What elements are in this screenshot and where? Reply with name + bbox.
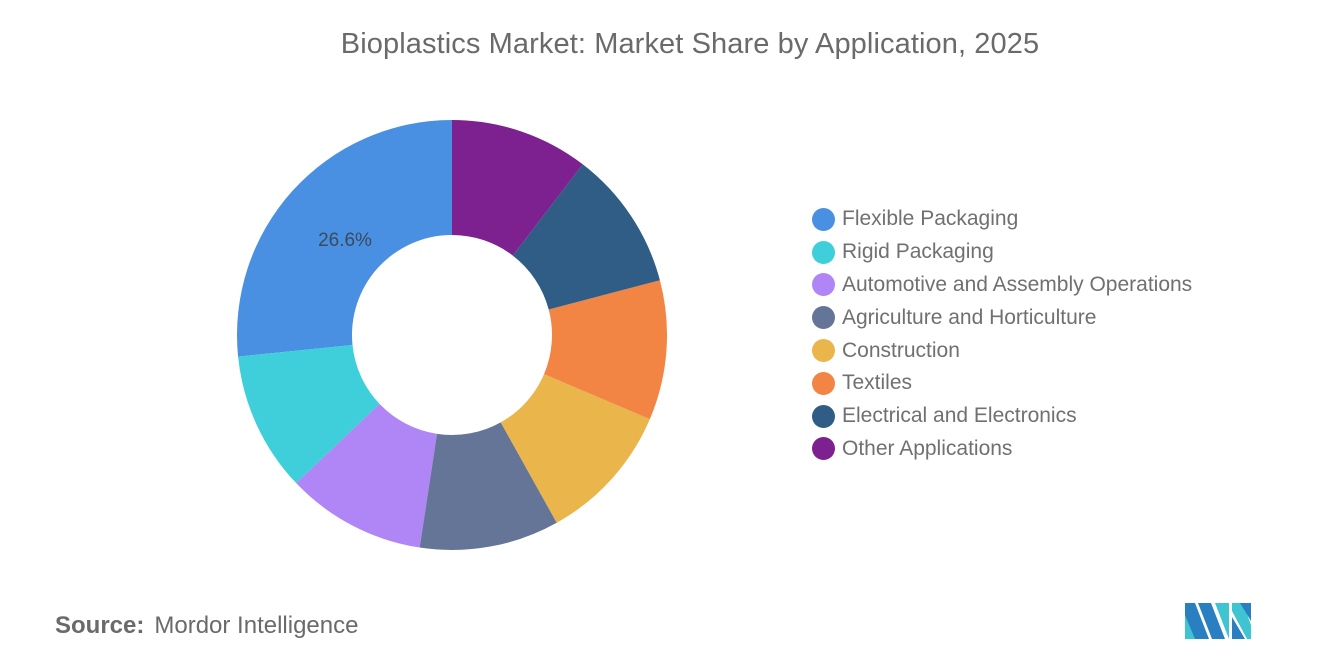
mordor-intelligence-logo-icon bbox=[1185, 603, 1251, 639]
source-note: Source: Mordor Intelligence bbox=[55, 612, 358, 640]
legend-dot-icon bbox=[812, 207, 835, 231]
legend-item-textiles[interactable]: Textiles bbox=[812, 367, 1192, 400]
legend-dot-icon bbox=[812, 404, 835, 428]
slice-automotive-and-assembly-operations[interactable] bbox=[296, 403, 437, 548]
slice-agriculture-and-horticulture[interactable] bbox=[419, 422, 557, 550]
slice-textiles[interactable] bbox=[544, 280, 667, 420]
legend-label: Construction bbox=[842, 338, 960, 362]
slice-construction[interactable] bbox=[500, 374, 650, 523]
legend-label: Electrical and Electronics bbox=[842, 404, 1077, 428]
source-key: Source: bbox=[55, 612, 145, 639]
chart-legend: Flexible Packaging Rigid Packaging Autom… bbox=[812, 203, 1192, 465]
legend-dot-icon bbox=[812, 437, 835, 461]
legend-dot-icon bbox=[812, 371, 835, 395]
slice-electrical-and-electronics[interactable] bbox=[512, 164, 660, 310]
legend-item-agriculture[interactable]: Agriculture and Horticulture bbox=[812, 301, 1192, 334]
legend-label: Automotive and Assembly Operations bbox=[842, 272, 1193, 296]
legend-dot-icon bbox=[812, 273, 835, 297]
slice-other-applications[interactable] bbox=[452, 120, 583, 256]
legend-dot-icon bbox=[812, 339, 835, 363]
donut-slices bbox=[236, 120, 667, 550]
legend-item-flexible-packaging[interactable]: Flexible Packaging bbox=[812, 203, 1192, 236]
slice-rigid-packaging[interactable] bbox=[238, 345, 380, 484]
legend-item-other[interactable]: Other Applications bbox=[812, 433, 1192, 466]
legend-dot-icon bbox=[812, 306, 835, 330]
source-value: Mordor Intelligence bbox=[154, 612, 359, 639]
legend-label: Other Applications bbox=[842, 436, 1013, 460]
data-label-flexible-packaging: 26.6% bbox=[318, 230, 372, 251]
legend-label: Agriculture and Horticulture bbox=[842, 305, 1097, 329]
legend-dot-icon bbox=[812, 240, 835, 264]
slice-flexible-packaging[interactable] bbox=[236, 120, 452, 357]
legend-item-rigid-packaging[interactable]: Rigid Packaging bbox=[812, 236, 1192, 269]
legend-item-electrical[interactable]: Electrical and Electronics bbox=[812, 400, 1192, 433]
chart-title: Bioplastics Market: Market Share by Appl… bbox=[340, 28, 1040, 60]
legend-item-automotive[interactable]: Automotive and Assembly Operations bbox=[812, 269, 1192, 302]
legend-label: Rigid Packaging bbox=[842, 240, 994, 264]
legend-label: Textiles bbox=[842, 371, 913, 395]
legend-label: Flexible Packaging bbox=[842, 207, 1019, 231]
donut-chart: 26.6% bbox=[236, 120, 667, 550]
legend-item-construction[interactable]: Construction bbox=[812, 334, 1192, 367]
